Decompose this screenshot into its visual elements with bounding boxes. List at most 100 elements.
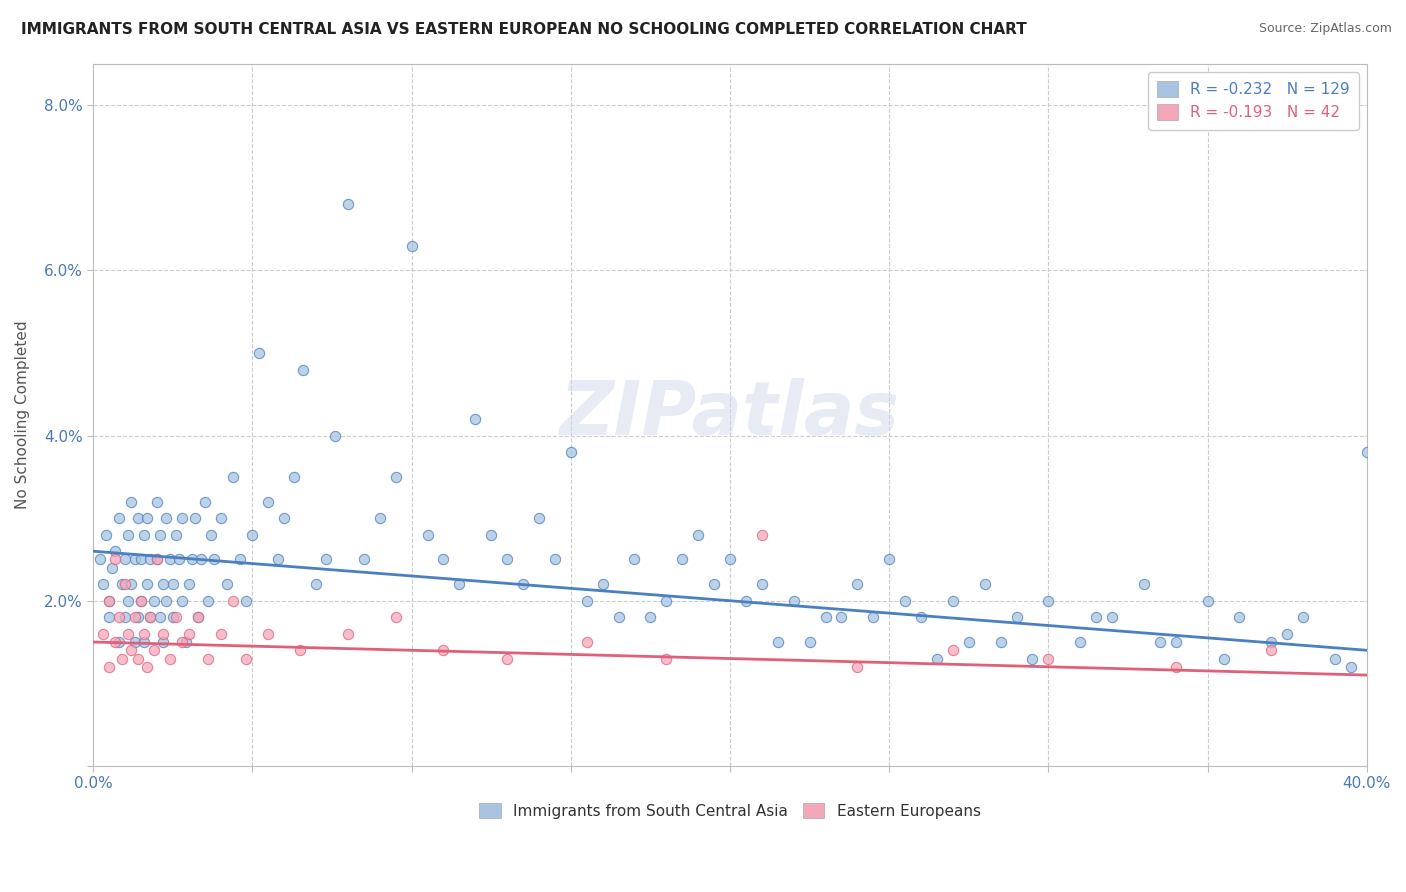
- Point: [197, 651, 219, 665]
- Point: [139, 552, 162, 566]
- Point: [862, 610, 884, 624]
- Point: [139, 610, 162, 624]
- Point: [91, 577, 114, 591]
- Point: [222, 593, 245, 607]
- Point: [353, 552, 375, 566]
- Legend: Immigrants from South Central Asia, Eastern Europeans: Immigrants from South Central Asia, East…: [474, 797, 987, 825]
- Point: [846, 577, 869, 591]
- Point: [368, 511, 391, 525]
- Point: [114, 552, 136, 566]
- Point: [942, 643, 965, 657]
- Point: [155, 593, 177, 607]
- Point: [155, 511, 177, 525]
- Point: [107, 511, 129, 525]
- Point: [190, 552, 212, 566]
- Point: [432, 643, 454, 657]
- Point: [1085, 610, 1108, 624]
- Point: [114, 610, 136, 624]
- Point: [735, 593, 758, 607]
- Point: [162, 610, 184, 624]
- Point: [1212, 651, 1234, 665]
- Point: [718, 552, 741, 566]
- Point: [167, 552, 190, 566]
- Point: [305, 577, 328, 591]
- Point: [111, 651, 134, 665]
- Point: [449, 577, 471, 591]
- Point: [136, 660, 159, 674]
- Point: [575, 593, 598, 607]
- Point: [592, 577, 614, 591]
- Point: [1038, 593, 1060, 607]
- Point: [751, 527, 773, 541]
- Point: [127, 511, 149, 525]
- Point: [782, 593, 804, 607]
- Point: [235, 593, 257, 607]
- Point: [688, 527, 710, 541]
- Point: [336, 626, 359, 640]
- Point: [98, 593, 121, 607]
- Point: [973, 577, 995, 591]
- Point: [1260, 643, 1282, 657]
- Point: [165, 527, 187, 541]
- Point: [152, 577, 174, 591]
- Point: [1277, 626, 1299, 640]
- Point: [751, 577, 773, 591]
- Point: [127, 651, 149, 665]
- Point: [560, 445, 582, 459]
- Point: [174, 635, 197, 649]
- Text: IMMIGRANTS FROM SOUTH CENTRAL ASIA VS EASTERN EUROPEAN NO SCHOOLING COMPLETED CO: IMMIGRANTS FROM SOUTH CENTRAL ASIA VS EA…: [21, 22, 1026, 37]
- Point: [129, 593, 152, 607]
- Text: ZIPatlas: ZIPatlas: [560, 378, 900, 451]
- Point: [416, 527, 439, 541]
- Point: [107, 635, 129, 649]
- Point: [98, 593, 121, 607]
- Point: [111, 577, 134, 591]
- Point: [222, 470, 245, 484]
- Point: [98, 660, 121, 674]
- Point: [139, 610, 162, 624]
- Point: [267, 552, 290, 566]
- Point: [187, 610, 209, 624]
- Point: [120, 577, 142, 591]
- Point: [194, 494, 217, 508]
- Point: [209, 626, 232, 640]
- Point: [942, 593, 965, 607]
- Point: [544, 552, 567, 566]
- Point: [384, 470, 406, 484]
- Point: [127, 610, 149, 624]
- Point: [104, 635, 127, 649]
- Point: [197, 593, 219, 607]
- Point: [202, 552, 225, 566]
- Point: [136, 577, 159, 591]
- Point: [101, 560, 124, 574]
- Point: [799, 635, 821, 649]
- Point: [104, 552, 127, 566]
- Point: [120, 643, 142, 657]
- Point: [257, 494, 280, 508]
- Point: [107, 610, 129, 624]
- Point: [89, 552, 111, 566]
- Point: [288, 643, 311, 657]
- Point: [607, 610, 630, 624]
- Point: [146, 494, 169, 508]
- Point: [117, 626, 139, 640]
- Point: [114, 577, 136, 591]
- Point: [172, 593, 194, 607]
- Point: [894, 593, 917, 607]
- Point: [1260, 635, 1282, 649]
- Point: [292, 362, 315, 376]
- Point: [149, 610, 172, 624]
- Point: [172, 635, 194, 649]
- Point: [1069, 635, 1091, 649]
- Point: [177, 626, 200, 640]
- Point: [623, 552, 645, 566]
- Point: [124, 610, 146, 624]
- Point: [1021, 651, 1043, 665]
- Point: [1323, 651, 1346, 665]
- Point: [479, 527, 502, 541]
- Point: [1133, 577, 1156, 591]
- Point: [336, 197, 359, 211]
- Point: [1355, 445, 1378, 459]
- Point: [146, 552, 169, 566]
- Point: [91, 626, 114, 640]
